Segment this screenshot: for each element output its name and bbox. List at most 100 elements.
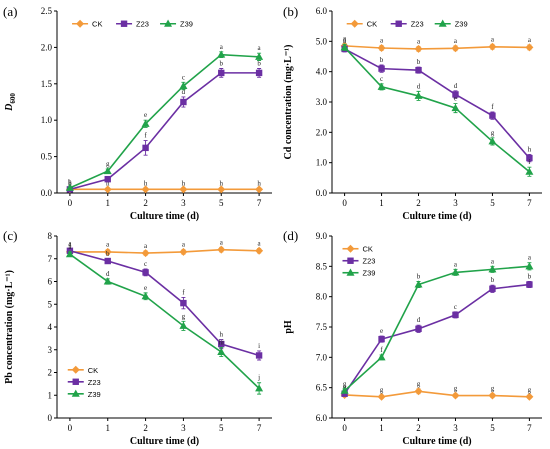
y-tick-label: 7.0 (316, 352, 328, 362)
x-axis-label: Culture time (d) (130, 436, 199, 447)
x-tick-label: 2 (416, 198, 421, 208)
x-tick-label: 2 (416, 423, 421, 433)
data-point (414, 91, 423, 99)
significance-letter: g (491, 385, 495, 393)
significance-letter: a (380, 37, 384, 45)
series-z39: a c de g i (340, 35, 534, 177)
series-ck: gggggg (340, 380, 534, 401)
data-point (217, 185, 226, 194)
y-tick-label: 7 (48, 254, 53, 264)
significance-letter: h (257, 180, 261, 188)
data-point (341, 390, 348, 397)
data-point (142, 144, 149, 152)
significance-letter: g (343, 380, 347, 388)
panel-label: (a) (3, 4, 17, 19)
data-point (179, 247, 188, 256)
data-point (525, 392, 534, 401)
significance-letter: g (491, 129, 495, 137)
chart-panel-b: 0.0 1.0 2.0 3.0 4.0 5.0 6.0 0 1 2 3 5 7 Culture time … (283, 4, 542, 222)
significance-letter: e (144, 111, 147, 119)
significance-letter: c (182, 73, 185, 81)
y-tick-label: 9.0 (316, 231, 328, 241)
legend-label: CK (88, 366, 98, 375)
legend-marker (346, 244, 355, 253)
data-point (525, 262, 534, 270)
y-tick-label: 1.5 (41, 79, 53, 89)
y-tick-label: 0.5 (41, 152, 53, 162)
x-tick-label: 3 (181, 198, 186, 208)
y-tick-label: 7.5 (316, 322, 328, 332)
significance-letter: i (528, 158, 530, 166)
data-point (217, 245, 226, 254)
x-tick-label: 3 (453, 198, 458, 208)
chart-panel-d: 6.0 6.5 7.0 7.5 8.0 8.5 9.0 0 1 2 3 5 7 Culture time … (283, 228, 542, 447)
y-tick-label: 3 (48, 345, 53, 355)
legend-marker (438, 19, 447, 27)
data-point (255, 185, 264, 194)
significance-letter: d (454, 82, 458, 90)
x-tick-label: 0 (342, 423, 347, 433)
significance-letter: g (182, 312, 186, 320)
x-tick-label: 5 (219, 423, 224, 433)
significance-letter: e (454, 95, 457, 103)
data-point (377, 392, 386, 401)
data-point (179, 185, 188, 194)
x-tick-label: 1 (105, 198, 110, 208)
data-point (141, 119, 150, 127)
significance-letter: h (68, 180, 72, 188)
significance-letter: a (343, 35, 347, 43)
data-point (141, 185, 150, 194)
x-tick-label: 5 (490, 423, 495, 433)
significance-letter: a (343, 34, 347, 42)
series-line (69, 253, 260, 390)
y-tick-label: 6.0 (316, 413, 328, 423)
data-point (488, 42, 497, 51)
significance-letter: b (528, 273, 532, 281)
series-line (344, 48, 531, 159)
y-tick-label: 4 (48, 322, 53, 332)
y-tick-label: 6.5 (316, 383, 328, 393)
data-point (217, 347, 226, 356)
legend-label: Z39 (180, 20, 193, 29)
y-tick-label: 5.0 (316, 36, 328, 46)
data-point (65, 250, 74, 258)
data-point (452, 311, 459, 319)
series-line (69, 248, 260, 254)
significance-letter: a (417, 37, 421, 45)
legend-label: CK (92, 20, 102, 29)
significance-letter: c (380, 75, 383, 83)
significance-letter: g (528, 386, 532, 394)
data-point (415, 66, 422, 74)
significance-letter: a (68, 240, 72, 248)
y-axis-label: pH (283, 320, 294, 334)
significance-letter: a (491, 257, 495, 265)
data-point (451, 44, 460, 53)
significance-letter: a (491, 35, 495, 43)
x-tick-label: 7 (527, 423, 532, 433)
data-point (378, 335, 385, 343)
series-line (344, 46, 530, 173)
significance-letter: g (343, 383, 347, 391)
significance-letter: b (257, 60, 261, 68)
data-point (255, 69, 263, 77)
legend-marker (76, 19, 85, 28)
legend-marker (346, 268, 355, 276)
data-point (415, 325, 422, 333)
x-axis-label: Culture time (d) (130, 211, 199, 222)
series-z23: h h f d b b (66, 60, 263, 193)
x-tick-label: 7 (257, 423, 262, 433)
data-point (488, 265, 497, 273)
legend-marker (350, 19, 359, 28)
x-tick-label: 7 (527, 198, 532, 208)
significance-letter: b (417, 273, 421, 281)
x-tick-label: 0 (342, 198, 347, 208)
significance-letter: b (220, 60, 224, 68)
data-point (180, 98, 187, 106)
y-tick-label: 2 (48, 368, 53, 378)
significance-letter: a (454, 260, 458, 268)
legend-marker (120, 20, 128, 27)
